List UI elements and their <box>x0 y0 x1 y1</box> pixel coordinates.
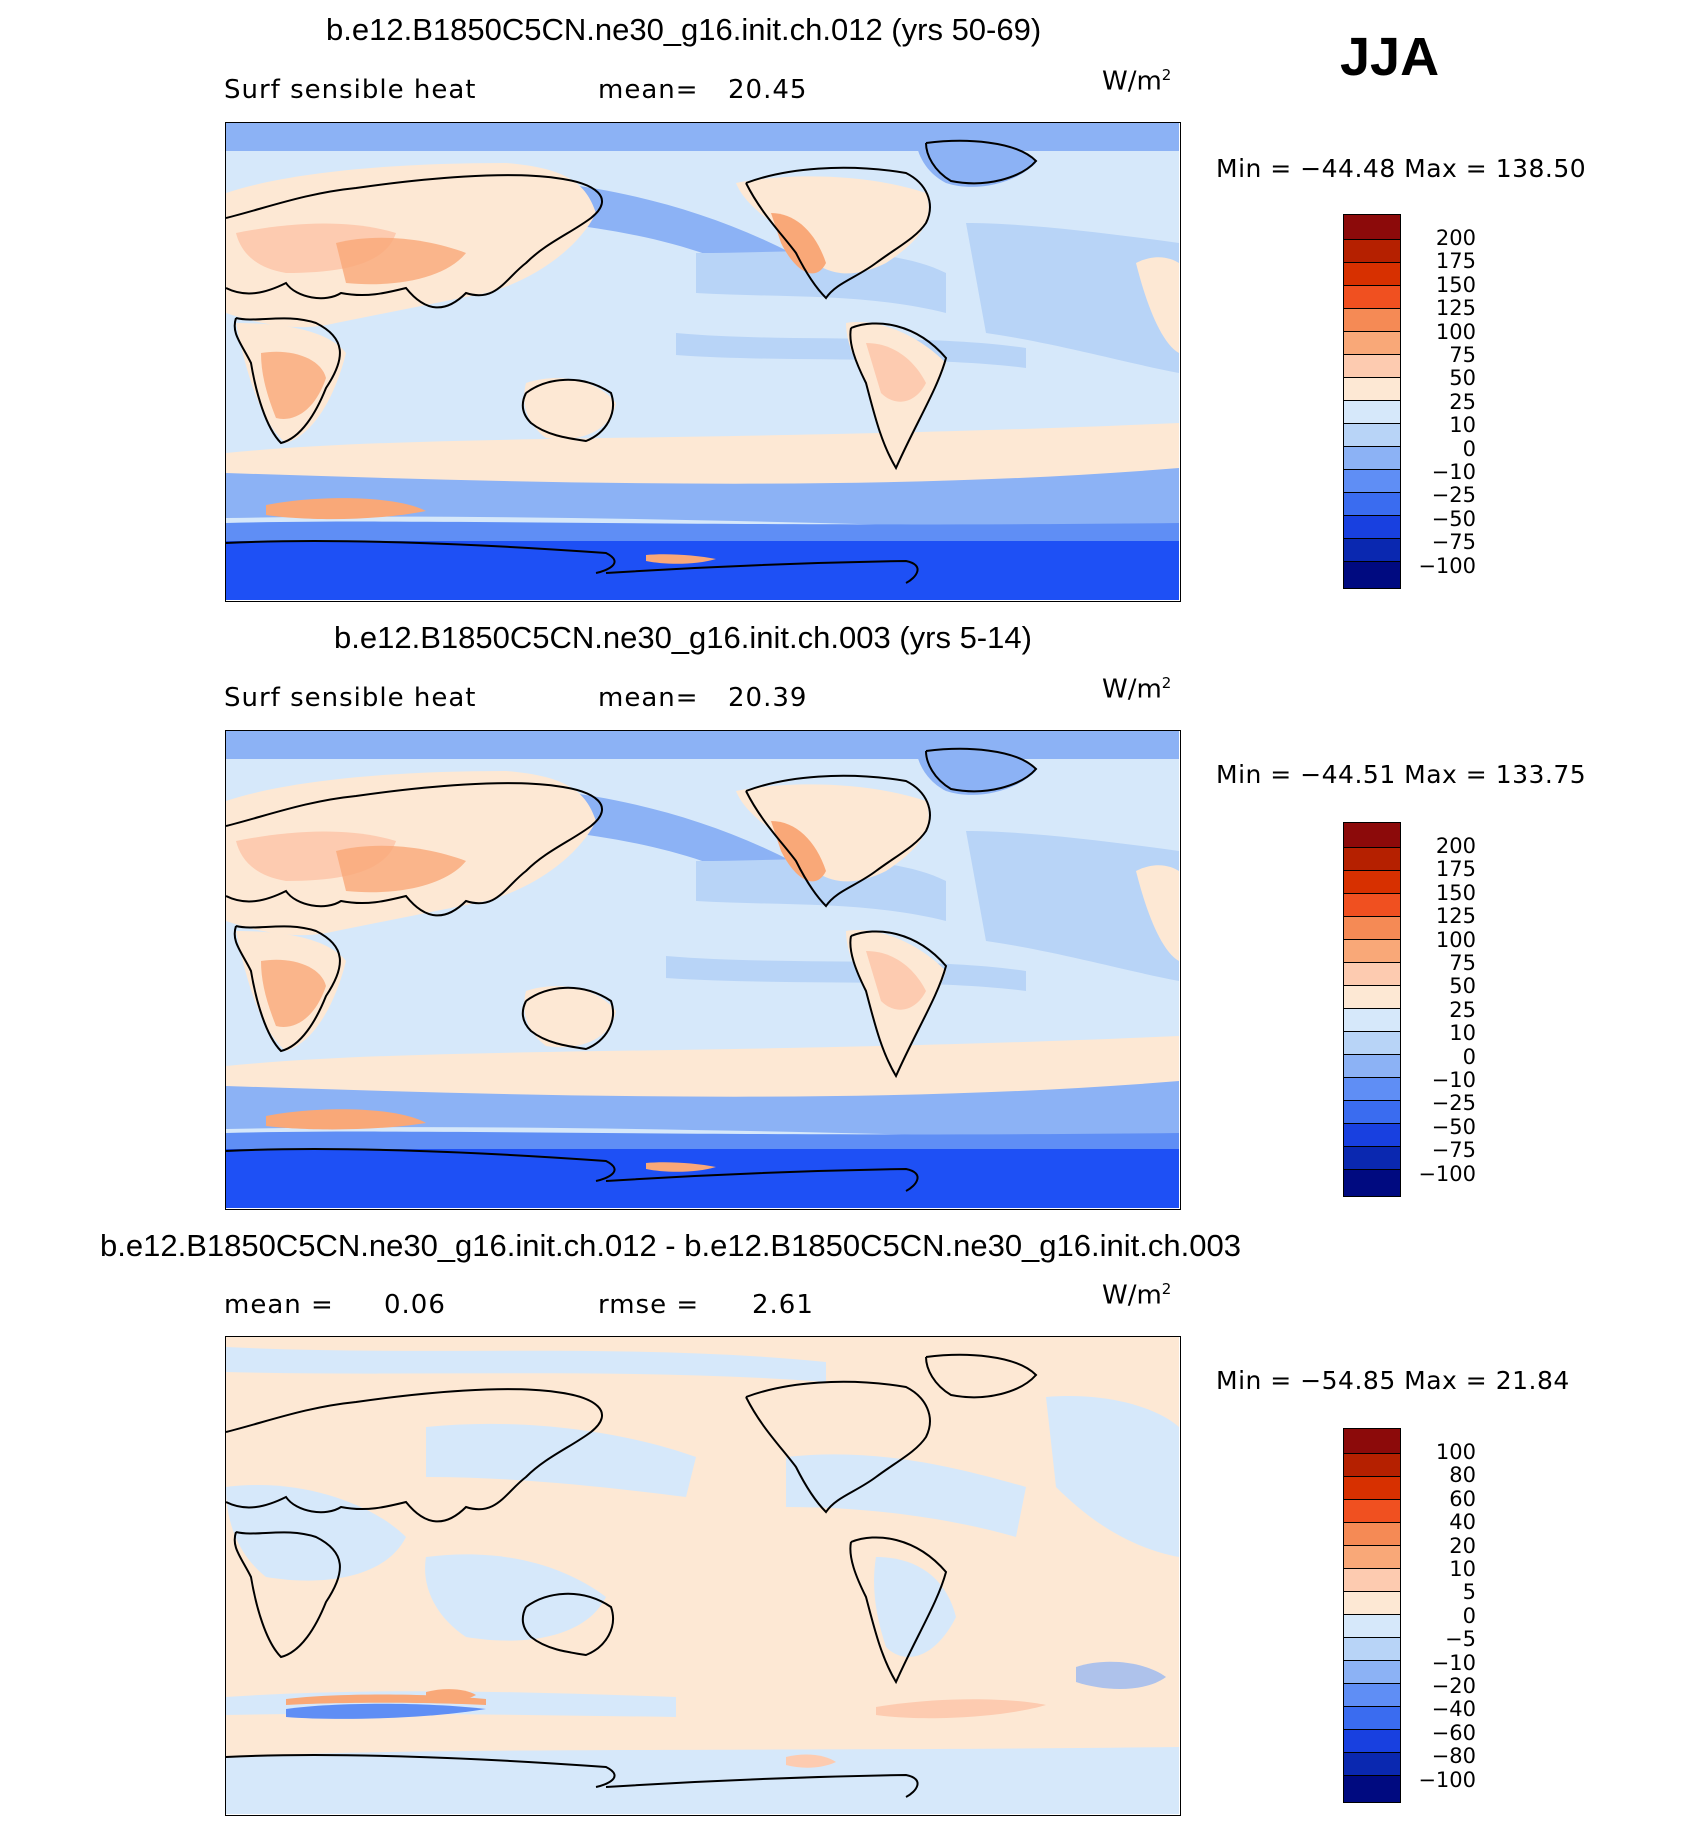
panel1-mean-label: mean= <box>598 75 699 105</box>
colorbar-tick: −50 <box>1431 1114 1476 1139</box>
panel3-colorbar <box>1343 1428 1401 1803</box>
colorbar-tick: 75 <box>1449 951 1476 975</box>
panel3-map <box>225 1336 1181 1816</box>
panel1-minmax: Min = −44.48 Max = 138.50 <box>1216 154 1587 183</box>
colorbar-tick: 0 <box>1462 1044 1476 1069</box>
colorbar-tick: 25 <box>1449 389 1476 414</box>
panel3-title: b.e12.B1850C5CN.ne30_g16.init.ch.012 - b… <box>100 1228 1241 1263</box>
panel2-title: b.e12.B1850C5CN.ne30_g16.init.ch.003 (yr… <box>334 620 1032 655</box>
panel3-units: W/m2 <box>1102 1280 1172 1311</box>
panel3-minmax: Min = −54.85 Max = 21.84 <box>1216 1366 1570 1395</box>
panel2-minmax: Min = −44.51 Max = 133.75 <box>1216 760 1587 789</box>
panel3-rmse-label: rmse = <box>598 1290 700 1320</box>
colorbar-tick: 10 <box>1449 413 1476 438</box>
panel1-title: b.e12.B1850C5CN.ne30_g16.init.ch.012 (yr… <box>326 12 1042 47</box>
panel3-mean-value: 0.06 <box>384 1290 446 1320</box>
panel2-units: W/m2 <box>1102 674 1172 705</box>
colorbar-tick: −5 <box>1445 1627 1476 1652</box>
colorbar-tick: 50 <box>1449 366 1476 391</box>
colorbar-tick: 50 <box>1449 974 1476 999</box>
colorbar-tick: −60 <box>1431 1720 1476 1745</box>
colorbar-tick: 175 <box>1435 249 1476 274</box>
colorbar-tick: −10 <box>1431 1068 1476 1092</box>
colorbar-tick: 40 <box>1449 1510 1476 1535</box>
panel3-map-field <box>226 1337 1179 1814</box>
colorbar-tick: 200 <box>1435 226 1476 250</box>
colorbar-tick: 0 <box>1462 436 1476 461</box>
panel1-map <box>225 122 1181 602</box>
colorbar-tick: 125 <box>1435 296 1476 321</box>
colorbar-tick: −25 <box>1431 483 1476 508</box>
panel2-map <box>225 730 1181 1210</box>
colorbar-tick: 10 <box>1449 1021 1476 1046</box>
colorbar-tick: −75 <box>1431 530 1476 555</box>
colorbar-tick: −80 <box>1431 1744 1476 1769</box>
colorbar-tick: 60 <box>1449 1486 1476 1511</box>
colorbar-tick: 80 <box>1449 1463 1476 1488</box>
colorbar-tick: −50 <box>1431 506 1476 531</box>
colorbar-tick: −100 <box>1418 553 1476 578</box>
colorbar-tick: 150 <box>1435 272 1476 297</box>
panel2-mean-label: mean= <box>598 683 699 713</box>
colorbar-tick: 150 <box>1435 880 1476 905</box>
panel2-map-field <box>226 731 1179 1208</box>
colorbar-tick: 175 <box>1435 857 1476 882</box>
colorbar-tick: −40 <box>1431 1697 1476 1722</box>
panel2-colorbar <box>1343 822 1401 1197</box>
colorbar-tick: −100 <box>1418 1161 1476 1186</box>
panel1-colorbar <box>1343 214 1401 589</box>
panel3-rmse-value: 2.61 <box>752 1290 814 1320</box>
colorbar-tick: −10 <box>1431 1650 1476 1675</box>
colorbar-tick: 200 <box>1435 834 1476 858</box>
colorbar-tick: 125 <box>1435 904 1476 929</box>
colorbar-tick: 100 <box>1435 927 1476 952</box>
colorbar-tick: 25 <box>1449 997 1476 1022</box>
panel2-mean-value: 20.39 <box>728 683 808 713</box>
season-label: JJA <box>1340 27 1440 87</box>
colorbar-tick: −75 <box>1431 1138 1476 1163</box>
colorbar-tick: −20 <box>1431 1674 1476 1698</box>
panel1-mean-value: 20.45 <box>728 75 808 105</box>
colorbar-tick: −10 <box>1431 460 1476 484</box>
colorbar-tick: 75 <box>1449 343 1476 367</box>
colorbar-tick: 100 <box>1435 1440 1476 1464</box>
colorbar-tick: 20 <box>1449 1533 1476 1558</box>
colorbar-tick: −25 <box>1431 1091 1476 1116</box>
colorbar-tick: 5 <box>1462 1580 1476 1605</box>
colorbar-tick: 100 <box>1435 319 1476 344</box>
colorbar-tick: 10 <box>1449 1557 1476 1581</box>
panel1-variable-label: Surf sensible heat <box>224 75 477 105</box>
panel1-map-field <box>226 123 1179 600</box>
colorbar-tick: −100 <box>1418 1767 1476 1792</box>
panel1-units: W/m2 <box>1102 66 1172 97</box>
panel2-variable-label: Surf sensible heat <box>224 683 477 713</box>
panel3-mean-label: mean = <box>224 1290 334 1320</box>
colorbar-tick: 0 <box>1462 1603 1476 1628</box>
